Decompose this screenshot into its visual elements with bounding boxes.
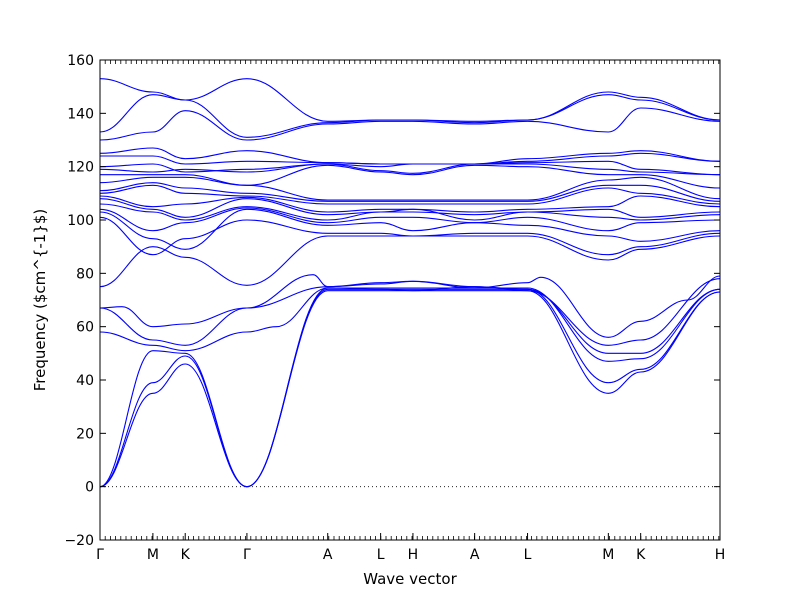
y-tick-label: 80 bbox=[76, 266, 94, 282]
x-tick-label: M bbox=[147, 547, 159, 563]
y-tick-label: 160 bbox=[67, 53, 94, 69]
phonon-band-6 bbox=[99, 275, 721, 338]
phonon-band-17 bbox=[100, 164, 721, 189]
x-tick-label: L bbox=[377, 547, 385, 563]
phonon-band-9 bbox=[99, 208, 721, 250]
phonon-band-22 bbox=[99, 107, 721, 141]
phonon-band-15 bbox=[99, 182, 721, 202]
x-axis-label: Wave vector bbox=[363, 570, 457, 588]
plot-frame bbox=[99, 59, 721, 541]
x-tick-label: Γ bbox=[243, 547, 251, 563]
phonon-band-16 bbox=[99, 176, 721, 201]
y-tick-label: −20 bbox=[64, 533, 94, 549]
bands-group bbox=[99, 78, 721, 488]
phonon-band-2 bbox=[99, 288, 721, 488]
phonon-band-10 bbox=[99, 207, 721, 232]
phonon-band-3 bbox=[99, 287, 721, 488]
x-tick-label: K bbox=[636, 547, 646, 563]
y-tick-label: 120 bbox=[67, 160, 94, 176]
phonon-band-7 bbox=[99, 235, 721, 288]
phonon-band-14 bbox=[99, 184, 721, 205]
y-tick-label: 20 bbox=[76, 426, 94, 442]
x-tick-label: K bbox=[181, 547, 191, 563]
phonon-band-4 bbox=[99, 286, 721, 354]
phonon-band-19 bbox=[99, 160, 721, 176]
phonon-band-1 bbox=[99, 290, 721, 488]
x-tick-label: M bbox=[602, 547, 614, 563]
x-tick-label: H bbox=[408, 547, 419, 563]
phonon-band-24 bbox=[99, 78, 721, 122]
y-tick-label: 60 bbox=[76, 320, 94, 336]
y-ticks-group: −20 0 20 40 60 80 100 120 140 160 bbox=[64, 53, 720, 549]
x-tick-label: Γ bbox=[96, 547, 104, 563]
y-tick-label: 0 bbox=[85, 480, 94, 496]
y-tick-label: 140 bbox=[67, 106, 94, 122]
phonon-band-11 bbox=[99, 203, 721, 221]
phonon-band-5 bbox=[99, 274, 721, 346]
phonon-band-8 bbox=[99, 216, 721, 256]
phonon-band-21 bbox=[99, 147, 721, 165]
plot-frame-group bbox=[99, 59, 721, 541]
phonon-band-12 bbox=[99, 198, 721, 218]
x-tick-label: A bbox=[323, 547, 333, 563]
y-tick-label: 40 bbox=[76, 373, 94, 389]
x-tick-label: A bbox=[470, 547, 480, 563]
y-tick-label: 100 bbox=[67, 213, 94, 229]
phonon-band-18 bbox=[99, 163, 721, 176]
x-tick-label: L bbox=[524, 547, 532, 563]
phonon-band-23 bbox=[99, 94, 721, 138]
y-axis-label-text: Frequency ($cm^{-1}$) bbox=[31, 209, 49, 392]
y-axis-label: Frequency ($cm^{-1}$) bbox=[31, 209, 49, 392]
x-tick-label: H bbox=[715, 547, 726, 563]
phonon-band-13 bbox=[99, 195, 721, 213]
